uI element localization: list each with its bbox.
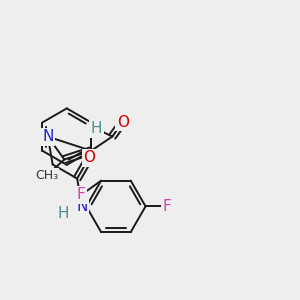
Text: CH₃: CH₃ (35, 169, 58, 182)
Text: O: O (117, 115, 129, 130)
Text: F: F (162, 199, 171, 214)
Text: F: F (77, 187, 86, 202)
Text: H: H (91, 121, 102, 136)
Text: O: O (83, 150, 95, 165)
Text: H: H (58, 206, 69, 220)
Text: N: N (42, 129, 53, 144)
Text: N: N (76, 199, 88, 214)
